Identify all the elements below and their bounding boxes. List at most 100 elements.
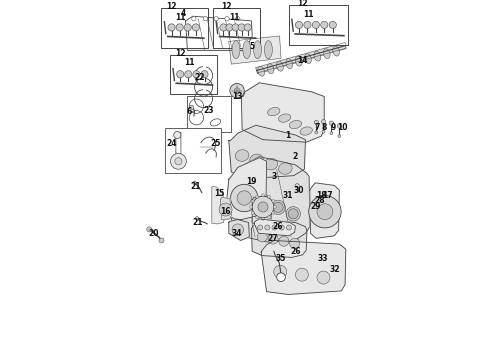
Ellipse shape [232, 41, 240, 59]
Circle shape [272, 199, 275, 202]
Polygon shape [242, 83, 324, 142]
Ellipse shape [278, 114, 291, 122]
Circle shape [279, 236, 289, 246]
Text: 15: 15 [215, 189, 225, 198]
Circle shape [251, 211, 254, 214]
Circle shape [320, 194, 328, 203]
Text: 26: 26 [272, 222, 283, 231]
Text: 18: 18 [316, 191, 327, 200]
Circle shape [230, 84, 245, 98]
Text: 6: 6 [187, 107, 192, 116]
Text: 14: 14 [297, 56, 308, 65]
Circle shape [176, 71, 184, 78]
Ellipse shape [305, 54, 311, 64]
Text: 34: 34 [232, 229, 243, 238]
Circle shape [273, 202, 283, 212]
Circle shape [225, 17, 229, 21]
Text: 30: 30 [293, 186, 303, 194]
Circle shape [238, 24, 245, 31]
Ellipse shape [254, 41, 262, 59]
Circle shape [286, 207, 300, 221]
Circle shape [258, 202, 268, 212]
Circle shape [237, 191, 251, 205]
Circle shape [201, 71, 208, 78]
Circle shape [147, 227, 152, 232]
Circle shape [258, 196, 268, 206]
Circle shape [159, 238, 164, 243]
Circle shape [185, 71, 192, 78]
Circle shape [244, 24, 251, 31]
Circle shape [256, 195, 259, 198]
Circle shape [190, 105, 194, 109]
Circle shape [168, 24, 175, 31]
Text: 9: 9 [331, 123, 336, 132]
Circle shape [277, 273, 285, 282]
Circle shape [295, 268, 308, 281]
Circle shape [316, 191, 332, 207]
Text: 22: 22 [195, 73, 205, 82]
Circle shape [315, 131, 318, 134]
Ellipse shape [268, 107, 280, 116]
Circle shape [268, 234, 278, 244]
Ellipse shape [258, 66, 265, 76]
Circle shape [271, 200, 285, 215]
Text: 29: 29 [310, 202, 320, 211]
Circle shape [176, 24, 183, 31]
Circle shape [171, 153, 186, 169]
Circle shape [337, 124, 342, 128]
Circle shape [262, 217, 265, 220]
Text: 1: 1 [286, 130, 291, 139]
Text: 13: 13 [233, 92, 243, 101]
Text: 26: 26 [290, 247, 301, 256]
Circle shape [312, 21, 319, 28]
Circle shape [257, 232, 268, 242]
Ellipse shape [289, 120, 301, 129]
Circle shape [175, 158, 182, 165]
Ellipse shape [286, 59, 293, 69]
Circle shape [329, 21, 336, 28]
Circle shape [232, 24, 239, 31]
Circle shape [322, 130, 325, 133]
Circle shape [321, 21, 328, 28]
Circle shape [251, 199, 254, 202]
Ellipse shape [264, 158, 278, 170]
Circle shape [258, 225, 263, 230]
Circle shape [338, 135, 341, 138]
Circle shape [262, 194, 265, 197]
Text: 5: 5 [249, 42, 255, 51]
Circle shape [196, 217, 199, 220]
Circle shape [288, 209, 298, 219]
Text: 11: 11 [303, 10, 313, 19]
Circle shape [236, 17, 240, 21]
Polygon shape [252, 197, 272, 225]
Polygon shape [261, 240, 346, 294]
Text: 3: 3 [271, 172, 276, 181]
Ellipse shape [314, 51, 321, 61]
Text: 7: 7 [314, 123, 319, 132]
Polygon shape [229, 36, 281, 64]
Polygon shape [186, 16, 252, 50]
Text: 12: 12 [175, 49, 185, 58]
Bar [162, 8, 208, 48]
Circle shape [274, 265, 287, 278]
Polygon shape [227, 158, 267, 220]
Text: 8: 8 [321, 123, 327, 132]
Circle shape [272, 211, 275, 214]
Circle shape [304, 21, 311, 28]
Text: 17: 17 [322, 191, 332, 200]
Polygon shape [220, 197, 231, 220]
Ellipse shape [333, 46, 340, 56]
Ellipse shape [300, 127, 312, 135]
Circle shape [214, 17, 219, 21]
Polygon shape [229, 220, 249, 240]
Bar [165, 128, 221, 173]
Circle shape [295, 184, 299, 188]
Polygon shape [229, 125, 305, 178]
Text: 4: 4 [181, 9, 186, 18]
Circle shape [314, 120, 319, 125]
Text: 2: 2 [293, 152, 298, 161]
Circle shape [290, 238, 300, 248]
Circle shape [317, 204, 333, 220]
Ellipse shape [243, 41, 251, 59]
Circle shape [317, 271, 330, 284]
